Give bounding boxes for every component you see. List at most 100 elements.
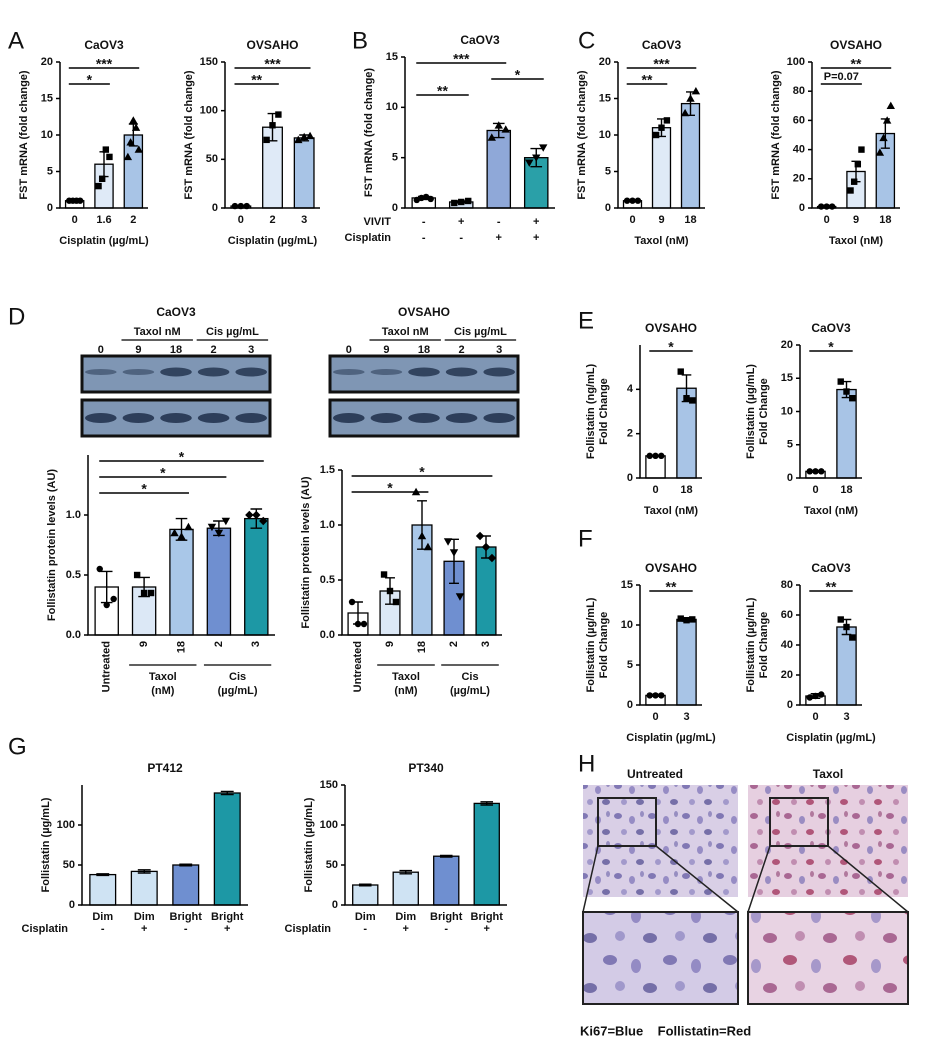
data-point (76, 197, 84, 204)
data-point (806, 694, 813, 701)
lane-label: 9 (383, 344, 389, 356)
data-point (348, 598, 356, 606)
bar (244, 517, 269, 636)
data-point (882, 116, 892, 124)
data-point (140, 589, 148, 597)
significance-label: ** (826, 579, 837, 595)
bar (293, 137, 315, 209)
chart-title: PT340 (408, 761, 444, 775)
bar (680, 102, 701, 209)
group-label: Taxol (392, 671, 420, 683)
row-value: - (101, 923, 105, 935)
data-point (879, 133, 888, 142)
data-point (131, 123, 141, 131)
y-tick-label: 150 (320, 779, 338, 791)
axes (799, 345, 862, 479)
data-point (275, 111, 282, 118)
y-tick-label: 0 (627, 472, 633, 484)
blot-group-label: Taxol nM (382, 326, 429, 338)
x-tick-label: 18 (175, 641, 187, 653)
x-tick-label: 2 (448, 641, 460, 647)
x-tick-label: Dim (92, 911, 113, 923)
chart-title: OVSAHO (645, 561, 697, 575)
data-point (252, 510, 261, 520)
data-point (806, 468, 813, 475)
blot-band (197, 367, 230, 377)
data-point (663, 117, 671, 124)
data-point (451, 199, 458, 207)
x-tick-label: 2 (269, 214, 275, 226)
panel-letter: C (578, 27, 595, 54)
y-tick-label: 0 (627, 699, 633, 711)
data-point (691, 87, 701, 95)
x-tick-label: 0 (812, 711, 818, 723)
y-tick-label: 10 (599, 129, 611, 141)
lane-label: 2 (211, 344, 217, 356)
data-point (818, 203, 825, 210)
data-point (501, 125, 510, 133)
data-point (170, 528, 179, 537)
blot-group-label: Taxol nM (134, 326, 181, 338)
y-tick-label: 60 (781, 609, 793, 621)
data-point (458, 198, 465, 206)
data-point (525, 159, 534, 167)
axes (81, 785, 248, 906)
x-tick-label: 0 (652, 484, 658, 496)
y-tick-label: 15 (386, 51, 398, 63)
y-axis-label: Follistatin (ng/mL) (585, 364, 597, 460)
data-point (102, 146, 110, 153)
caption: Ki67=Blue Follistatin=Red (580, 1023, 751, 1038)
blot-band (370, 369, 403, 375)
x-axis-label: Cisplatin (µg/mL) (626, 732, 716, 744)
error-bar (358, 883, 372, 887)
group-label: (µg/mL) (450, 685, 490, 697)
error-bar (137, 869, 151, 874)
data-point (214, 529, 224, 538)
y-tick-label: 80 (781, 579, 793, 591)
x-tick-label: Bright (211, 911, 244, 923)
x-tick-label: 0 (72, 214, 78, 226)
y-axis-label: Follistatin (µg/mL) (745, 597, 757, 692)
y-tick-label: 15 (621, 579, 633, 591)
x-tick-label: 2 (130, 214, 136, 226)
x-tick-label: 0 (812, 484, 818, 496)
x-tick-label: Dim (395, 911, 416, 923)
y-tick-label: 0 (212, 202, 218, 214)
chart-title: OVSAHO (645, 321, 697, 335)
data-point (886, 101, 895, 109)
data-point (106, 153, 113, 161)
x-tick-label: 1.6 (96, 214, 111, 226)
data-point (683, 395, 690, 402)
significance-label: * (668, 339, 674, 355)
lane-label: 0 (98, 344, 104, 356)
data-point (847, 187, 854, 194)
x-axis-label: Cisplatin (µg/mL) (228, 235, 318, 247)
x-tick-label: 0 (629, 214, 635, 226)
zoom-box (597, 797, 657, 847)
significance-label: * (160, 465, 166, 481)
y-tick-label: 20 (41, 56, 53, 68)
data-point (427, 195, 434, 203)
y-tick-label: 40 (781, 639, 793, 651)
y-tick-label: 10 (621, 619, 633, 631)
x-tick-label: 0 (652, 711, 658, 723)
blot-band (408, 413, 440, 423)
data-point (98, 175, 106, 182)
significance-label: * (87, 72, 93, 88)
y-axis-label: Follistatin (µg/mL) (303, 797, 315, 892)
blot-band (445, 367, 478, 377)
axes (87, 455, 275, 636)
x-tick-label: Dim (355, 911, 376, 923)
x-tick-label: 9 (853, 214, 859, 226)
y-tick-label: 1.0 (320, 519, 335, 531)
data-point (392, 598, 400, 606)
row-label: Cisplatin (22, 923, 69, 935)
x-tick-label: Dim (134, 911, 155, 923)
blot-band (122, 413, 155, 423)
error-bar (96, 873, 110, 877)
x-axis-label: Taxol (nM) (634, 235, 689, 247)
significance-label: * (515, 67, 521, 83)
data-point (818, 691, 825, 698)
bar (433, 855, 460, 906)
bar (169, 528, 194, 636)
